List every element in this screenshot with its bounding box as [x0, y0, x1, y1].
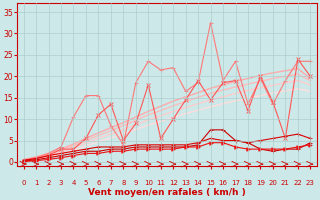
- X-axis label: Vent moyen/en rafales ( km/h ): Vent moyen/en rafales ( km/h ): [88, 188, 246, 197]
